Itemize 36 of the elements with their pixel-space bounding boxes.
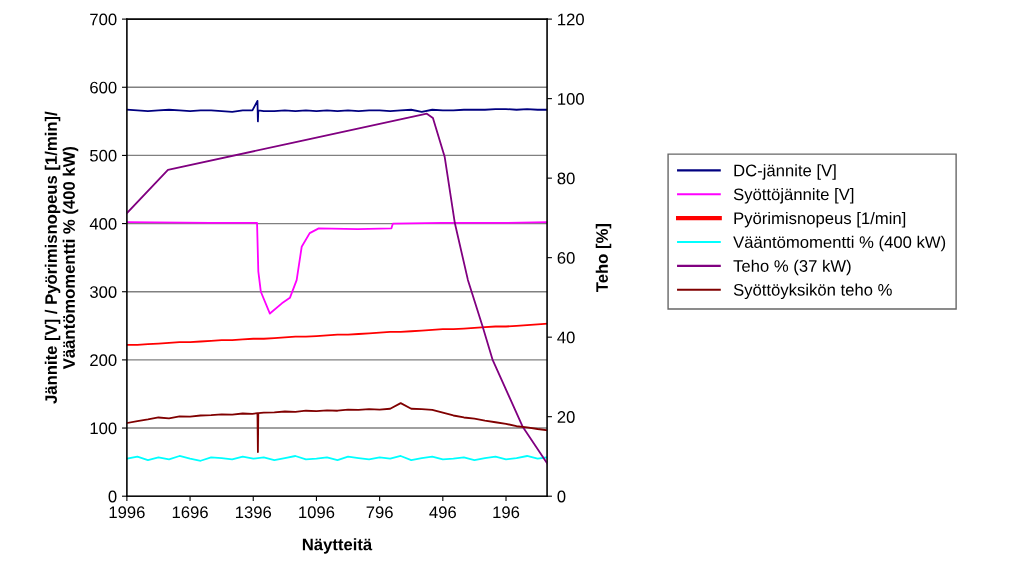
legend-label: Vääntömomentti % (400 kW) — [733, 235, 946, 252]
line-series — [126, 221, 548, 315]
y-axis-title: Jännite [V] / Pyörimisnopeus [1/min]/ Vääntömomentti % (400 kW) — [44, 111, 79, 404]
line-series — [126, 112, 548, 465]
y2-axis-title: Teho [%] — [595, 224, 612, 293]
x-tick-label: 1996 — [109, 506, 145, 519]
x-tick-label: 1396 — [235, 506, 272, 519]
x-tick-label: 796 — [366, 506, 393, 519]
legend-label: Teho % (37 kW) — [733, 259, 851, 276]
y-tick-label: 300 — [89, 286, 117, 298]
y2-tick-label: 0 — [557, 490, 566, 503]
y2-tick-label: 100 — [558, 93, 584, 105]
line-series — [126, 402, 548, 453]
legend-label: DC-jännite [V] — [734, 164, 836, 180]
y2-tick-label: 60 — [557, 252, 575, 264]
legend-label: Pyörimisnopeus [1/min] — [734, 211, 906, 228]
legend-label: Syöttöjännite [V] — [733, 188, 854, 204]
y-tick-label: 700 — [90, 13, 117, 26]
y2-tick-label: 80 — [557, 172, 575, 185]
x-tick-label: 496 — [429, 506, 456, 519]
y-tick-label: 500 — [90, 149, 117, 162]
y2-tick-label: 40 — [557, 331, 575, 344]
y-tick-label: 100 — [90, 422, 117, 435]
y2-tick-label: 120 — [558, 13, 584, 26]
x-tick-label: 1696 — [172, 506, 208, 519]
x-tick-label: 196 — [493, 506, 520, 519]
y2-tick-label: 20 — [557, 411, 575, 423]
legend-label: Syöttöyksikön teho % — [733, 283, 892, 300]
line-series — [126, 99, 548, 123]
y-tick-label: 0 — [108, 490, 117, 503]
y-tick-label: 400 — [89, 217, 117, 230]
y-tick-label: 200 — [90, 354, 117, 367]
line-series — [126, 322, 548, 346]
x-axis-title: Näytteitä — [302, 538, 373, 554]
x-tick-label: 1096 — [299, 506, 335, 519]
y-tick-label: 600 — [90, 81, 117, 94]
